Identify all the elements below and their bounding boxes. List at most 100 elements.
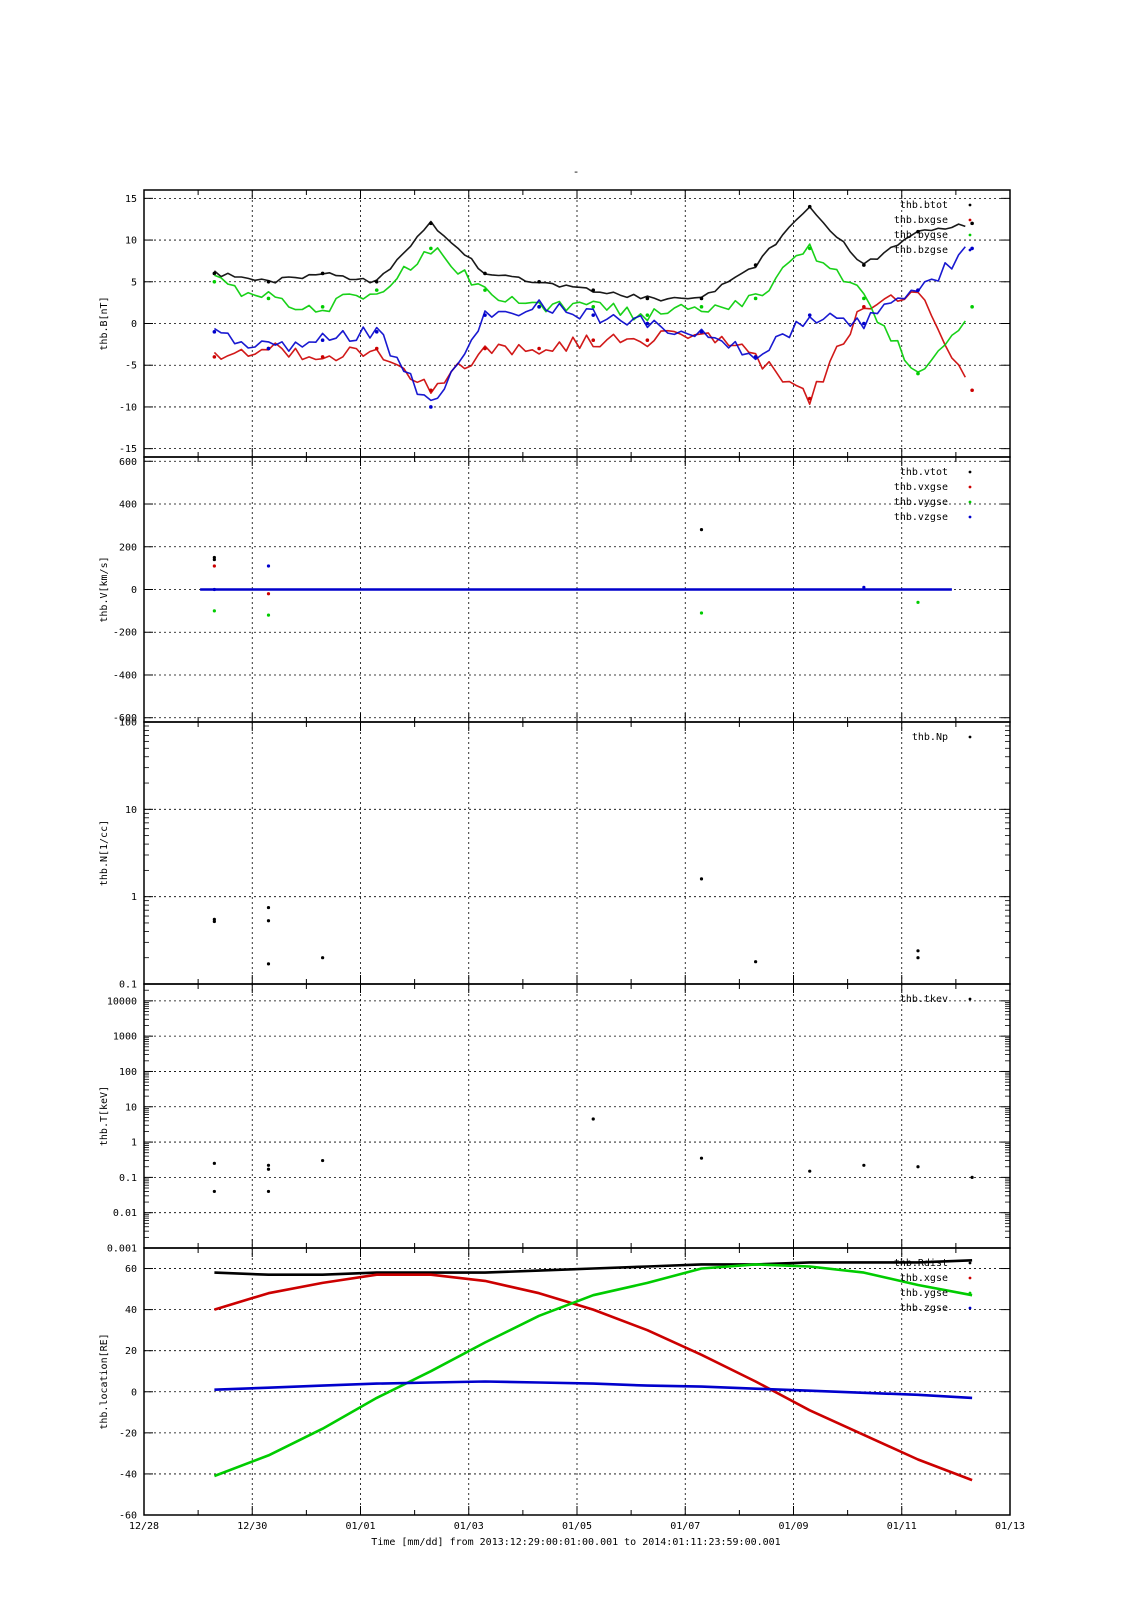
data-point — [212, 271, 217, 276]
series-thb-vygse — [212, 600, 920, 617]
legend-label: thb.ygse — [900, 1288, 948, 1299]
series-thb-ygse — [213, 1263, 973, 1478]
plot-area — [212, 204, 974, 409]
legend-label: thb.vxgse — [894, 482, 948, 493]
series-thb-vxgse — [212, 564, 271, 596]
data-point — [699, 296, 704, 301]
x-tick-label: 12/30 — [237, 1521, 267, 1532]
data-point — [483, 288, 487, 292]
data-point — [429, 388, 433, 393]
panels: -15-10-5051015thb.B[nT]thb.btotthb.bxgse… — [99, 189, 1025, 1532]
data-point — [212, 919, 216, 924]
data-point — [266, 592, 271, 596]
data-point — [699, 528, 704, 532]
y-tick-label: 0 — [131, 319, 137, 330]
legend-marker — [968, 997, 972, 1001]
y-tick-label: 100 — [119, 1067, 137, 1078]
panel-2: -600 -400 -200 0 200 400 600 thb.V[km/s] thb.vto… — [99, 456, 1011, 724]
data-point — [212, 330, 217, 334]
data-point — [753, 263, 758, 267]
legend-marker — [968, 485, 972, 489]
data-point — [645, 313, 650, 317]
data-point — [483, 271, 487, 276]
data-point — [266, 279, 271, 284]
legend-label: thb.Rdist — [894, 1258, 948, 1269]
y-tick-label: 60 — [125, 1264, 137, 1275]
y-tick-label: 400 — [119, 500, 137, 511]
panel-5: -60 -40 -20 0 20 40 60 thb.location[RE] thb.Rdis… — [99, 1247, 1025, 1532]
x-tick-label: 01/03 — [454, 1521, 484, 1532]
panel-3: 0.1 1 10 100 thb.N[1/cc] thb.Np — [99, 718, 1011, 991]
y-tick-label: -400 — [113, 670, 137, 681]
data-point — [537, 346, 541, 351]
data-point — [321, 956, 325, 960]
data-point — [807, 313, 812, 317]
series-trace — [213, 246, 966, 402]
data-point — [970, 388, 974, 393]
data-point — [374, 346, 379, 351]
data-point — [916, 288, 920, 292]
panel-1: -15 -10 -5 0 5 10 15 thb.B[nT] thb.btot thb.bxgse… — [99, 189, 1011, 458]
legend-marker — [968, 470, 972, 474]
data-point — [429, 246, 433, 251]
data-point — [212, 587, 216, 592]
data-point — [320, 338, 325, 342]
y-tick-label: -40 — [119, 1469, 137, 1480]
y-tick-label: 15 — [125, 194, 137, 205]
data-point — [266, 1189, 271, 1194]
y-tick-label: 100 — [119, 718, 137, 729]
y-axis-label: thb.location[RE] — [99, 1333, 110, 1429]
legend-marker — [968, 248, 972, 252]
data-point — [970, 1175, 974, 1179]
data-point — [266, 1167, 271, 1171]
series-line — [213, 1263, 973, 1478]
data-point — [212, 609, 216, 613]
y-axis-label: thb.B[nT] — [99, 296, 110, 350]
legend-marker — [968, 1291, 972, 1295]
data-point — [537, 305, 541, 309]
data-point — [970, 305, 974, 309]
legend-marker — [968, 233, 972, 237]
legend-marker — [968, 1306, 972, 1310]
plot-area — [200, 528, 952, 617]
y-tick-label: -5 — [125, 361, 137, 372]
data-point — [266, 346, 271, 351]
data-point — [212, 557, 216, 562]
data-point — [699, 611, 704, 615]
time-axis-label: Time [mm/dd] from 2013:12:29:00:01:00.00… — [371, 1537, 780, 1548]
data-point — [266, 564, 271, 568]
data-point — [429, 405, 433, 409]
data-point — [266, 919, 271, 923]
data-point — [374, 288, 379, 292]
legend-marker — [968, 515, 972, 519]
y-axis-label: thb.V[km/s] — [99, 556, 110, 622]
data-point — [916, 229, 920, 234]
y-tick-label: -15 — [119, 444, 137, 455]
data-point — [862, 321, 866, 326]
data-point — [483, 346, 487, 351]
panel-4: 0.001 0.01 0.1 1 10 100 1000 10000 thb.T[keV] thb… — [99, 983, 1011, 1255]
data-point — [645, 338, 650, 342]
data-point — [591, 305, 596, 309]
data-point — [916, 949, 920, 953]
y-tick-label: 5 — [131, 277, 137, 288]
data-point — [916, 600, 920, 604]
data-point — [807, 396, 812, 401]
data-point — [916, 1165, 920, 1169]
y-tick-label: 0.1 — [119, 980, 137, 991]
series-thb-zgse — [214, 1380, 973, 1400]
series-thb-btot — [212, 204, 974, 302]
x-tick-label: 01/01 — [345, 1521, 375, 1532]
data-point — [266, 1163, 271, 1167]
data-point — [699, 330, 704, 334]
y-tick-label: 600 — [119, 457, 137, 468]
data-point — [266, 296, 271, 301]
plot-area — [212, 877, 920, 966]
series-line — [214, 1380, 973, 1400]
data-point — [429, 221, 433, 226]
legend-marker — [968, 1261, 972, 1265]
y-tick-label: -20 — [119, 1428, 137, 1439]
data-point — [212, 564, 216, 568]
series-thb-vtot — [212, 528, 704, 562]
